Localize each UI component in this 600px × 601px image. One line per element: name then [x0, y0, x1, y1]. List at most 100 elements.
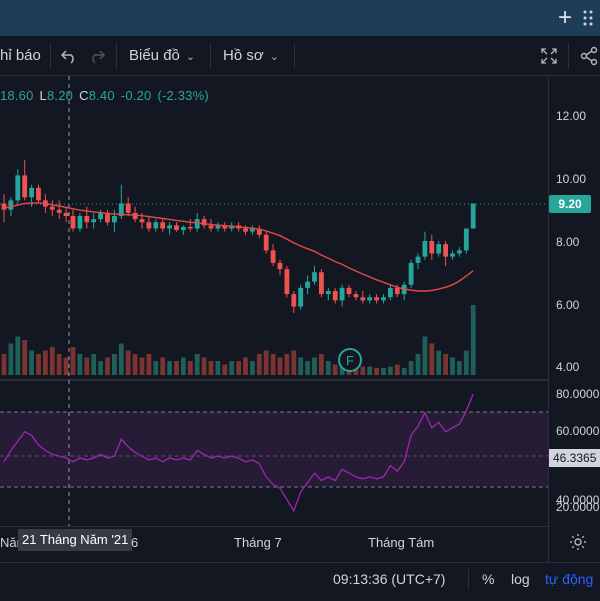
candle-body: [105, 212, 110, 223]
volume-bar: [236, 361, 241, 375]
redo-icon[interactable]: [88, 48, 106, 64]
candle-body: [408, 262, 414, 285]
volume-bar: [270, 354, 276, 375]
candle-body: [49, 206, 55, 210]
candle-body: [291, 294, 297, 307]
candle-body: [443, 244, 448, 257]
candle-body: [305, 281, 310, 288]
volume-bar: [325, 361, 331, 375]
candle-body: [215, 225, 221, 229]
candle-body: [312, 272, 317, 282]
price-tick: 8.00: [556, 235, 580, 249]
volume-bar: [298, 357, 304, 375]
volume-bar: [105, 357, 110, 375]
gear-icon[interactable]: [568, 532, 588, 552]
candle-body: [381, 297, 386, 301]
candle-body: [22, 175, 28, 198]
volume-bar: [84, 357, 90, 375]
low-label: L: [39, 88, 47, 103]
candle-body: [84, 216, 90, 223]
rsi-tick: 40.0000: [556, 493, 600, 507]
share-icon[interactable]: [580, 46, 600, 66]
candle-body: [360, 297, 366, 301]
plus-icon[interactable]: +: [557, 4, 572, 31]
volume-bar: [360, 366, 366, 375]
fullscreen-icon[interactable]: [540, 47, 558, 65]
candle-body: [270, 250, 276, 263]
candle-body: [463, 228, 469, 251]
volume-bar: [250, 361, 255, 375]
time-axis-divider: [0, 526, 548, 527]
volume-bar: [401, 368, 407, 375]
volume-bar: [332, 364, 338, 375]
candle-body: [457, 250, 462, 254]
close-label: C: [79, 88, 89, 103]
toolbar-divider: [568, 43, 569, 69]
candle-body: [118, 203, 124, 216]
chart-type-button[interactable]: Biểu đồ ⌄: [129, 37, 195, 75]
candle-body: [429, 241, 435, 254]
volume-bar: [43, 350, 48, 375]
candle-body: [388, 287, 393, 298]
auto-scale-toggle[interactable]: tự động: [545, 571, 594, 587]
candle-body: [70, 216, 76, 229]
volume-bar: [429, 343, 435, 375]
time-label: Tháng Tám: [368, 535, 435, 550]
toolbar-divider: [294, 43, 295, 69]
event-marker-label: F: [346, 353, 354, 368]
candles: [1, 159, 476, 313]
candle-body: [174, 225, 179, 231]
candle-body: [394, 287, 400, 295]
volume-bar: [146, 354, 152, 375]
alert-button[interactable]: hỉ báo: [0, 37, 41, 75]
volume-bar: [256, 354, 262, 375]
volume-bar: [174, 361, 179, 375]
candle-body: [153, 222, 159, 229]
volume-bar: [408, 361, 414, 375]
volume-bar: [208, 361, 214, 375]
volume-bar: [77, 354, 83, 375]
grip-icon[interactable]: [580, 8, 596, 28]
candle-body: [243, 228, 248, 232]
open-value: 18.60: [0, 88, 34, 103]
volume-bar: [312, 357, 317, 375]
header-bar: +: [0, 0, 600, 36]
candle-body: [112, 216, 117, 223]
price-tick: 10.00: [556, 172, 587, 186]
candle-body: [353, 294, 359, 298]
volume-bar: [194, 354, 200, 375]
log-toggle[interactable]: log: [511, 571, 530, 587]
volume-bar: [263, 350, 269, 375]
percent-toggle[interactable]: %: [482, 571, 495, 587]
volume-bar: [422, 336, 428, 375]
volume-bar: [36, 354, 41, 375]
volume-bar: [187, 361, 193, 375]
volume-bar: [222, 364, 228, 375]
volume-bar: [305, 361, 310, 375]
price-chart[interactable]: F: [0, 76, 548, 526]
volume-bar: [22, 340, 28, 375]
candle-body: [263, 234, 269, 251]
volume-bar: [63, 357, 69, 375]
candle-body: [201, 219, 207, 226]
volume-bar: [8, 343, 14, 375]
volume-bar: [1, 354, 7, 375]
moving-average-line: [3, 202, 474, 292]
undo-icon[interactable]: [60, 48, 78, 64]
chart-type-label: Biểu đồ: [129, 47, 180, 64]
volume-bars: [1, 305, 476, 375]
candle-body: [98, 212, 103, 220]
candle-body: [332, 291, 338, 301]
candle-body: [284, 269, 290, 295]
event-marker[interactable]: F: [338, 348, 362, 372]
chevron-down-icon: ⌄: [185, 51, 196, 63]
crosshair-time-label: 21 Tháng Năm '21: [18, 529, 133, 551]
profile-button[interactable]: Hồ sơ ⌄: [223, 37, 279, 75]
candle-body: [325, 291, 331, 295]
close-value: 8.40: [88, 88, 115, 103]
volume-bar: [367, 366, 373, 375]
candle-body: [339, 287, 345, 301]
candle-body: [256, 228, 262, 235]
volume-bar: [181, 357, 186, 375]
candle-body: [346, 287, 352, 295]
